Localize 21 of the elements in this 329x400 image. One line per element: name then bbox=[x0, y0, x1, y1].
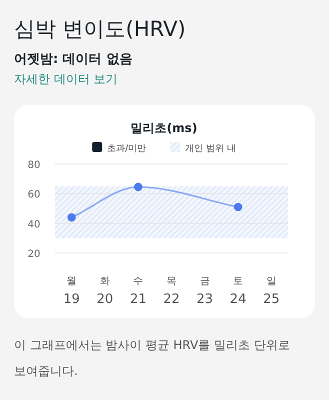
chart-title: 심박 변이도(HRV) bbox=[14, 17, 186, 41]
x-tick-label: 월 19 bbox=[63, 276, 80, 307]
y-tick-label: 20 bbox=[28, 249, 40, 260]
x-tick-label: 일 25 bbox=[263, 276, 280, 307]
text: 이 그래프에서는 밤사이 평균 HRV를 밀리초 단위로 보여줍니다. bbox=[14, 338, 290, 378]
x-tick-label: 화 20 bbox=[96, 276, 114, 307]
x-tick-label: 목 22 bbox=[163, 276, 180, 307]
legend-label: 개인 범위 내 bbox=[185, 144, 236, 154]
y-tick-label: 80 bbox=[28, 160, 40, 171]
point bbox=[67, 213, 76, 222]
y-axis-title: 밀리초(ms) bbox=[130, 121, 198, 135]
text: 자세한 데이터 보기 bbox=[14, 72, 118, 86]
y-tick-label: 60 bbox=[28, 190, 40, 201]
y-tick-label: 40 bbox=[28, 219, 40, 230]
x-tick-label: 금 23 bbox=[196, 276, 214, 307]
point bbox=[234, 202, 242, 212]
x-tick-label: 토 24 bbox=[230, 276, 246, 307]
chart-subtitle: 어젯밤: 데이터 없음 bbox=[14, 52, 132, 67]
x-tick-label: 수 21 bbox=[130, 276, 146, 307]
legend-label: 초과/미만 bbox=[107, 144, 146, 154]
point bbox=[134, 182, 142, 192]
